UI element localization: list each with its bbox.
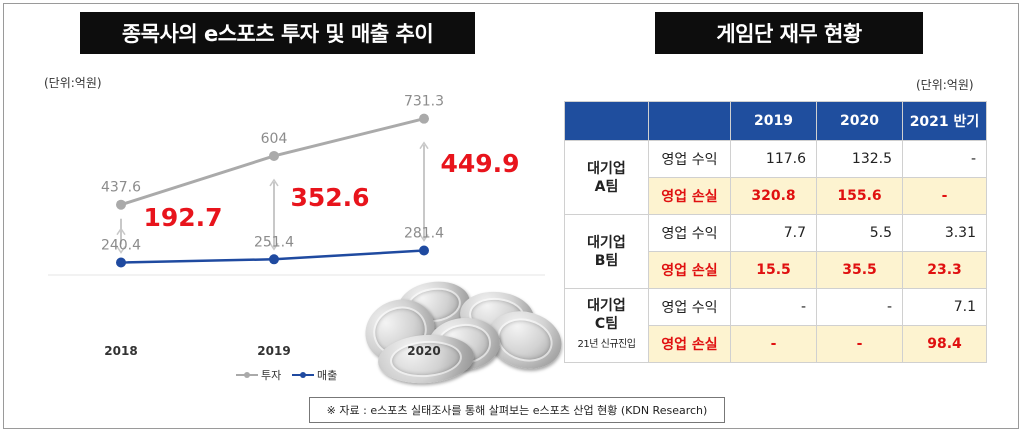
gap-arrow-head (116, 227, 126, 236)
legend-investment-marker (244, 372, 250, 378)
value-cell: - (816, 288, 903, 326)
metric-label: 영업 수익 (648, 140, 731, 178)
financial-table: 2019 2020 2021 반기 대기업 A팀 영업 수익 117.6 132… (564, 101, 987, 363)
investment-data-label: 437.6 (101, 180, 141, 196)
source-note: ※ 자료 : e스포츠 실태조사를 통해 살펴보는 e스포츠 산업 현황 (KD… (309, 397, 725, 423)
value-cell: 7.7 (730, 214, 817, 252)
metric-label: 영업 손실 (648, 177, 731, 215)
header-cell-2019: 2019 (730, 101, 817, 141)
gap-label: 352.6 (290, 183, 369, 212)
value-cell: 5.5 (816, 214, 903, 252)
value-cell: 23.3 (902, 251, 987, 289)
x-tick-label: 2019 (257, 344, 290, 358)
header-cell-2020: 2020 (816, 101, 903, 141)
revenue-series-point (269, 254, 279, 265)
team-note: 21년 신규진입 (577, 339, 636, 350)
revenue-data-label: 281.4 (404, 225, 444, 241)
right-unit-label: (단위:억원) (916, 78, 974, 92)
gap-label: 192.7 (143, 203, 222, 232)
value-cell: - (730, 325, 817, 363)
header-cell-2021: 2021 반기 (902, 101, 987, 141)
value-cell: 15.5 (730, 251, 817, 289)
header-cell (564, 101, 649, 141)
value-cell: - (730, 288, 817, 326)
value-cell: 98.4 (902, 325, 987, 363)
investment-series-point (116, 199, 126, 210)
revenue-series-point (419, 245, 429, 256)
x-tick-label: 2020 (407, 344, 440, 358)
table-header-row: 2019 2020 2021 반기 (564, 101, 987, 141)
value-cell: - (902, 140, 987, 178)
right-table-title: 게임단 재무 현황 (655, 12, 923, 54)
team-name-line1: 대기업 (587, 160, 626, 177)
metric-label: 영업 손실 (648, 251, 731, 289)
team-cell: 대기업 C팀 21년 신규진입 (564, 288, 649, 363)
investment-series-point (269, 150, 279, 161)
value-cell: 132.5 (816, 140, 903, 178)
header-cell (648, 101, 731, 141)
left-unit-label: (단위:억원) (44, 76, 102, 90)
gap-arrow-head (116, 246, 126, 254)
table-row: 대기업 B팀 영업 수익 7.7 5.5 3.31 (564, 214, 987, 289)
value-cell: 3.31 (902, 214, 987, 252)
gap-arrow-head (419, 234, 429, 242)
investment-data-label: 731.3 (404, 94, 444, 110)
metric-label: 영업 수익 (648, 288, 731, 326)
legend-investment-label: 투자 (261, 369, 281, 382)
left-chart-title: 종목사의 e스포츠 투자 및 매출 추이 (80, 12, 475, 54)
team-name-line2: B팀 (594, 252, 619, 269)
value-cell: 35.5 (816, 251, 903, 289)
team-cell: 대기업 A팀 (564, 140, 649, 215)
value-cell: 155.6 (816, 177, 903, 215)
table-row: 영업 손실 15.5 35.5 23.3 (565, 251, 987, 289)
x-tick-label: 2018 (104, 344, 137, 358)
legend-revenue-marker (300, 372, 306, 378)
value-cell: - (816, 325, 903, 363)
team-cell: 대기업 B팀 (564, 214, 649, 289)
gap-arrow-head (419, 141, 429, 150)
table-row: 대기업 C팀 21년 신규진입 영업 수익 - - 7.1 (564, 288, 987, 363)
revenue-data-label: 240.4 (101, 238, 141, 254)
team-name-line2: A팀 (594, 178, 619, 195)
value-cell: 320.8 (730, 177, 817, 215)
value-cell: 117.6 (730, 140, 817, 178)
value-cell: 7.1 (902, 288, 987, 326)
gap-arrow-head (269, 178, 279, 187)
team-name-line2: C팀 (594, 316, 619, 332)
revenue-data-label: 251.4 (254, 234, 294, 250)
metric-label: 영업 수익 (648, 214, 731, 252)
value-cell: - (902, 177, 987, 215)
table-row: 대기업 A팀 영업 수익 117.6 132.5 - (564, 140, 987, 215)
team-name-line1: 대기업 (587, 298, 626, 314)
table-row: 영업 손실 320.8 155.6 - (565, 177, 987, 215)
team-name-line1: 대기업 (587, 234, 626, 251)
investment-data-label: 604 (261, 131, 288, 147)
revenue-series-point (116, 257, 126, 268)
table-row: 영업 손실 - - 98.4 (565, 325, 987, 363)
legend-revenue-label: 매출 (317, 369, 337, 382)
gap-arrow-head (269, 242, 279, 251)
investment-series-point (419, 113, 429, 124)
figure-frame (3, 3, 1019, 429)
gap-label: 449.9 (440, 149, 519, 178)
metric-label: 영업 손실 (648, 325, 731, 363)
